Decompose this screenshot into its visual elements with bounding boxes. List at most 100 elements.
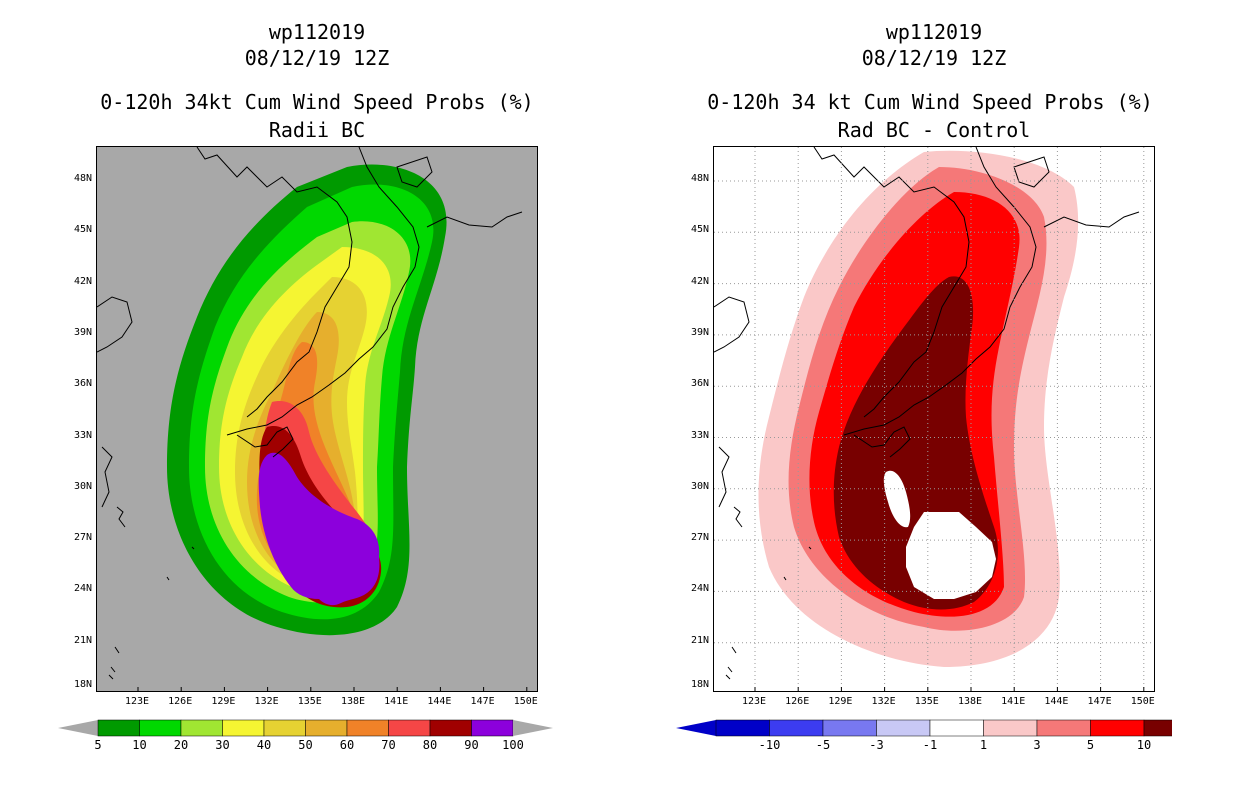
left-colorbar-swatch	[388, 719, 431, 737]
left-colorbar-label: 90	[464, 738, 479, 752]
left-lat-label: 39N	[73, 326, 92, 338]
left-colorbar-label: 40	[256, 738, 272, 752]
right-colorbar-label: -3	[869, 738, 884, 752]
right-lat-label: 18N	[690, 679, 709, 690]
right-colorbar-swatch	[1143, 719, 1172, 737]
right-colorbar-label: 1	[979, 738, 988, 752]
right-colorbar-label: 5	[1086, 738, 1095, 752]
left-colorbar-swatch	[263, 719, 306, 737]
right-colorbar-label: 10	[1136, 738, 1152, 752]
left-colorbar-swatch	[222, 719, 265, 737]
right-map-canvas	[714, 147, 1154, 691]
left-lon-label: 126E	[168, 696, 193, 707]
left-lon-label: 135E	[297, 696, 322, 707]
right-title-storm: wp112019	[885, 20, 983, 44]
right-colorbar-label: -10	[758, 738, 781, 752]
left-colorbar	[58, 719, 553, 737]
left-lat-label: 33N	[73, 429, 92, 441]
left-colorbar-swatch	[180, 719, 223, 737]
right-colorbar-label: -5	[815, 738, 831, 752]
right-colorbar-low-arrow	[676, 720, 716, 736]
left-lat-label: 27N	[73, 532, 92, 544]
prob-contour-90	[258, 452, 380, 606]
left-lat-label: 48N	[73, 173, 92, 184]
right-colorbar-swatch	[769, 719, 824, 737]
right-lon-label: 126E	[785, 696, 810, 707]
left-colorbar-label: 60	[339, 738, 355, 752]
right-lat-label: 36N	[690, 378, 709, 390]
right-colorbar-swatch	[876, 719, 931, 737]
right-lon-label: 132E	[871, 696, 896, 707]
left-lat-label: 24N	[73, 583, 92, 595]
left-colorbar-swatch	[429, 719, 472, 737]
left-colorbar-high-arrow	[513, 720, 553, 736]
right-lon-label: 129E	[828, 696, 853, 707]
left-lat-label: 21N	[73, 634, 92, 646]
right-lon-label: 144E	[1044, 696, 1069, 707]
right-map-panel	[713, 146, 1155, 692]
right-colorbar-swatch	[1036, 719, 1091, 737]
left-title-storm: wp112019	[268, 20, 366, 44]
right-title-subtitle: Rad BC - Control	[837, 118, 1031, 142]
right-lon-label: 147E	[1087, 696, 1112, 707]
right-lat-label: 33N	[690, 429, 709, 441]
left-colorbar-swatch	[139, 719, 182, 737]
left-lat-label: 36N	[73, 378, 92, 390]
right-colorbar	[676, 719, 1172, 737]
left-colorbar-label: 5	[94, 738, 102, 752]
right-colorbar-label: -1	[922, 738, 938, 752]
right-colorbar-swatch	[822, 719, 877, 737]
left-colorbar-label: 50	[298, 738, 313, 752]
left-title-product: 0-120h 34kt Cum Wind Speed Probs (%)	[100, 90, 534, 114]
left-lat-label: 45N	[73, 224, 92, 236]
right-coastlines	[714, 147, 1140, 680]
right-lat-label: 24N	[690, 583, 709, 595]
left-colorbar-swatch	[471, 719, 514, 737]
left-colorbar-label: 10	[132, 738, 147, 752]
left-title-date: 08/12/19 12Z	[244, 46, 390, 70]
left-colorbar-low-arrow	[58, 720, 98, 736]
left-lon-label: 123E	[124, 696, 150, 707]
right-lat-label: 45N	[690, 224, 709, 236]
left-lat-label: 30N	[73, 480, 92, 492]
right-lat-label: 42N	[690, 275, 709, 287]
left-colorbar-label: 80	[422, 738, 438, 752]
left-coastlines	[97, 147, 523, 680]
right-colorbar-swatch	[983, 719, 1038, 737]
right-colorbar-swatch	[715, 719, 770, 737]
right-title-product: 0-120h 34 kt Cum Wind Speed Probs (%)	[707, 90, 1153, 114]
left-map-grid	[137, 687, 528, 691]
left-lat-label: 18N	[73, 679, 92, 690]
right-lat-label: 21N	[690, 634, 709, 646]
left-colorbar-swatch	[97, 719, 140, 737]
diff-hole-tail	[883, 470, 911, 528]
left-colorbar-swatch	[305, 719, 348, 737]
right-lon-label: 135E	[914, 696, 939, 707]
left-lon-label: 138E	[340, 696, 366, 707]
left-lon-label: 141E	[384, 696, 409, 707]
left-lon-label: 132E	[254, 696, 279, 707]
right-lon-label: 150E	[1130, 696, 1155, 707]
left-title-subtitle: Radii BC	[268, 118, 366, 142]
right-colorbar-swatch	[929, 719, 984, 737]
left-lon-label: 150E	[513, 696, 538, 707]
right-lon-label: 138E	[957, 696, 983, 707]
left-lon-label: 147E	[470, 696, 495, 707]
right-lon-label: 141E	[1001, 696, 1026, 707]
right-colorbar-swatch	[1090, 719, 1145, 737]
left-lat-label: 42N	[73, 275, 92, 287]
left-lon-label: 144E	[427, 696, 452, 707]
right-lat-label: 39N	[690, 326, 709, 338]
left-colorbar-label: 100	[502, 738, 524, 752]
right-lat-label: 30N	[690, 480, 709, 492]
right-lat-label: 27N	[690, 532, 709, 544]
left-colorbar-swatch	[346, 719, 389, 737]
right-lon-label: 123E	[741, 696, 767, 707]
left-map-canvas	[97, 147, 528, 691]
diff-hole	[906, 512, 996, 599]
right-title-date: 08/12/19 12Z	[861, 46, 1007, 70]
left-colorbar-label: 70	[381, 738, 396, 752]
right-colorbar-label: 3	[1033, 738, 1041, 752]
left-probability-contours	[167, 164, 447, 636]
left-colorbar-label: 20	[173, 738, 189, 752]
